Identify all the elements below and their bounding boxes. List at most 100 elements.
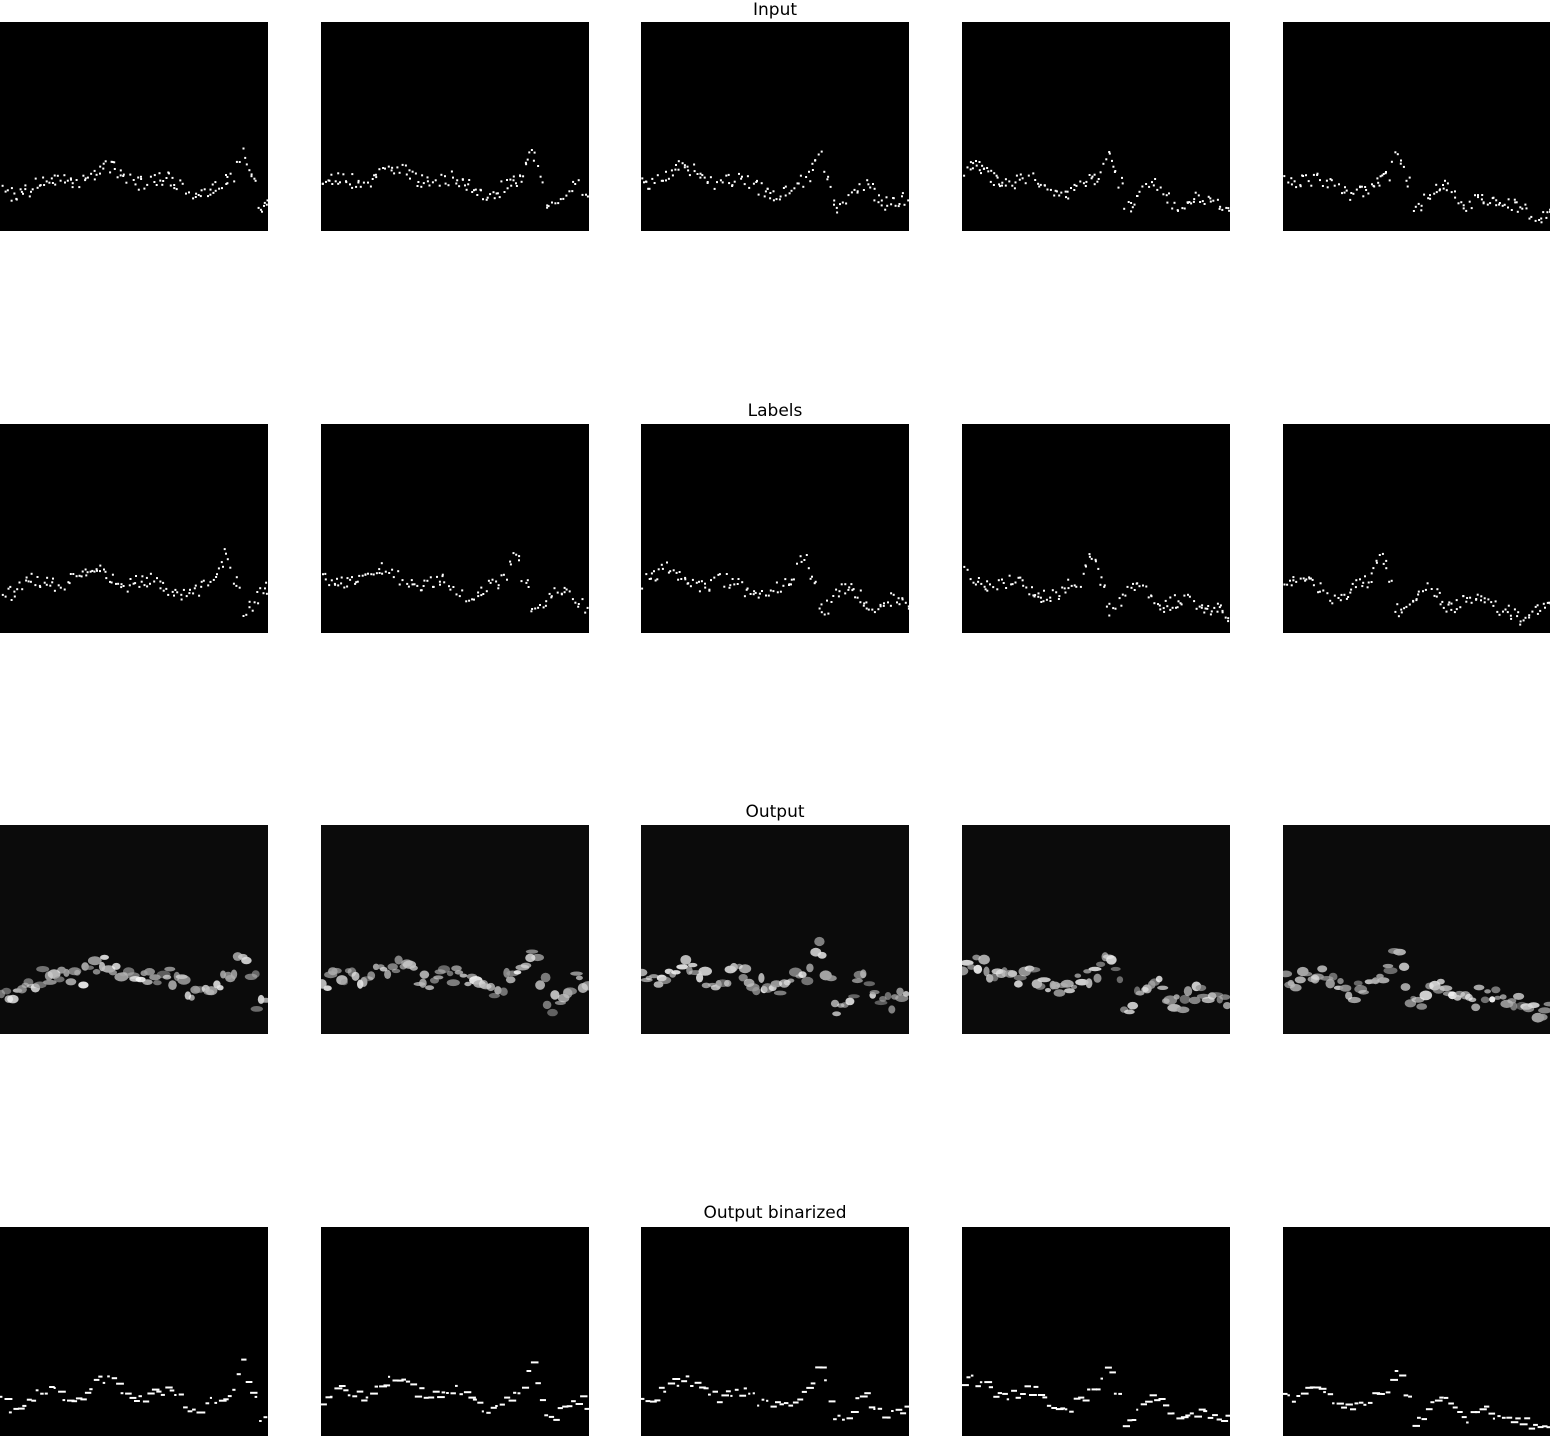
signal-dot xyxy=(233,180,236,183)
signal-blob xyxy=(1127,1001,1139,1010)
signal-dot xyxy=(422,585,425,587)
signal-dash xyxy=(895,1408,903,1411)
signal-dash xyxy=(842,1418,845,1421)
signal-dot xyxy=(1032,172,1035,175)
signal-dot xyxy=(1482,202,1485,205)
signal-dot xyxy=(805,176,808,178)
panel-image xyxy=(1,548,268,617)
signal-dot xyxy=(29,580,32,583)
signal-dot xyxy=(1293,180,1296,183)
signal-blob xyxy=(419,978,427,988)
signal-dot xyxy=(799,174,802,177)
signal-dot xyxy=(1333,594,1336,597)
signal-dot xyxy=(1124,594,1127,597)
signal-dot xyxy=(660,563,663,566)
signal-dash xyxy=(53,1387,56,1389)
signal-dot xyxy=(59,586,62,589)
signal-dot xyxy=(684,576,687,579)
signal-dot xyxy=(1429,194,1431,197)
signal-dot xyxy=(1340,593,1343,596)
signal-dot xyxy=(693,163,696,166)
signal-dot xyxy=(1311,578,1314,581)
signal-dot xyxy=(880,204,883,207)
signal-dot xyxy=(1058,194,1061,197)
signal-dot xyxy=(643,181,645,184)
signal-dot xyxy=(1181,207,1184,210)
signal-dash xyxy=(1537,1426,1544,1429)
signal-dot xyxy=(811,162,814,165)
signal-blob xyxy=(1358,990,1369,995)
signal-dash xyxy=(49,1386,55,1388)
signal-blob xyxy=(1494,995,1502,1000)
signal-dot xyxy=(265,581,268,584)
signal-dash xyxy=(1046,1404,1052,1407)
signal-dash xyxy=(1394,1370,1399,1372)
signal-dot xyxy=(1447,603,1450,606)
signal-blob xyxy=(459,973,468,978)
signal-dot xyxy=(506,187,509,190)
signal-dot xyxy=(458,595,461,598)
signal-dash xyxy=(539,1399,546,1402)
signal-dot xyxy=(723,585,726,588)
signal-dot xyxy=(1085,180,1088,183)
signal-dot xyxy=(980,172,982,175)
signal-blob xyxy=(162,974,172,980)
signal-blob xyxy=(65,978,77,986)
signal-dash xyxy=(504,1396,511,1399)
signal-dot xyxy=(1388,179,1391,182)
signal-blob xyxy=(1439,985,1453,992)
signal-dot xyxy=(1498,202,1501,204)
signal-dot xyxy=(1433,594,1436,597)
signal-dot xyxy=(1162,607,1165,610)
image-panel xyxy=(321,22,589,231)
signal-dash xyxy=(4,1398,13,1400)
signal-dot xyxy=(250,173,253,176)
signal-dash xyxy=(975,1385,981,1388)
signal-dot xyxy=(731,185,734,187)
signal-blob xyxy=(540,972,551,983)
signal-dot xyxy=(1507,604,1510,607)
signal-dot xyxy=(826,178,829,181)
signal-dot xyxy=(21,588,24,591)
signal-blob xyxy=(1471,1003,1481,1012)
signal-dot xyxy=(708,589,711,592)
signal-dot xyxy=(1065,196,1067,199)
signal-dot xyxy=(1423,193,1426,196)
signal-dot xyxy=(185,595,188,598)
signal-dot xyxy=(1480,599,1482,602)
signal-dot xyxy=(760,182,763,185)
signal-dot xyxy=(84,568,87,571)
signal-dash xyxy=(432,1390,440,1393)
signal-dot xyxy=(1312,584,1315,587)
signal-blob xyxy=(1382,963,1394,969)
signal-dot xyxy=(153,174,156,177)
signal-dash xyxy=(1140,1403,1147,1406)
signal-dot xyxy=(1145,585,1148,588)
signal-blob xyxy=(973,964,983,974)
signal-dot xyxy=(903,203,906,206)
signal-dash xyxy=(329,1395,333,1398)
signal-dot xyxy=(1373,185,1376,188)
signal-dash xyxy=(343,1389,349,1392)
panel-image xyxy=(0,952,268,1012)
signal-dot xyxy=(432,585,434,588)
signal-blob xyxy=(671,970,681,975)
signal-dot xyxy=(1042,600,1045,603)
signal-dot xyxy=(695,581,698,584)
signal-dash xyxy=(1082,1399,1090,1402)
signal-dot xyxy=(990,169,993,172)
signal-dot xyxy=(1462,204,1465,207)
signal-blob xyxy=(832,1011,841,1017)
signal-dash xyxy=(1430,1401,1435,1404)
signal-dash xyxy=(517,1392,521,1395)
signal-dash xyxy=(1060,1407,1066,1410)
signal-dot xyxy=(1094,560,1097,563)
signal-dot xyxy=(455,182,458,185)
signal-dash xyxy=(1466,1421,1469,1424)
signal-dot xyxy=(1099,583,1102,586)
signal-dot xyxy=(577,179,580,182)
signal-dash xyxy=(116,1382,124,1385)
signal-blob xyxy=(340,979,348,986)
signal-dot xyxy=(837,595,840,598)
signal-dot xyxy=(537,606,540,609)
